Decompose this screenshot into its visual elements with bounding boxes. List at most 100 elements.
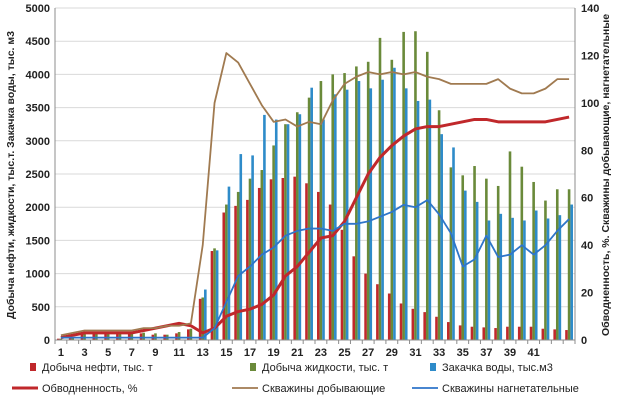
- x-tick-label: 13: [197, 347, 209, 359]
- series-line: [60, 52, 570, 337]
- y-tick-label-right: 20: [581, 288, 593, 300]
- bar: [461, 175, 465, 340]
- bar: [187, 329, 190, 340]
- bar: [529, 326, 533, 340]
- x-tick-label: 11: [173, 347, 185, 359]
- bar: [286, 124, 290, 340]
- bar: [248, 178, 252, 340]
- bar: [59, 338, 63, 340]
- x-tick-label: 5: [105, 347, 111, 359]
- bar: [506, 326, 509, 340]
- x-tick-label: 41: [528, 347, 540, 359]
- bar: [508, 151, 512, 340]
- bar: [532, 181, 535, 340]
- bar: [104, 332, 107, 340]
- x-tick-label: 23: [315, 347, 327, 359]
- bar: [435, 316, 438, 340]
- x-tick-label: 35: [457, 347, 469, 359]
- y-tick-label-left: 0: [44, 335, 50, 347]
- bar: [204, 289, 207, 340]
- bar: [116, 333, 119, 340]
- bar: [305, 183, 308, 340]
- bar: [154, 333, 157, 340]
- legend-label: Скважины нагнетательные: [442, 383, 579, 395]
- bar: [411, 308, 415, 340]
- y-tick-label-left: 2000: [26, 202, 50, 214]
- y-tick-label-right: 120: [581, 50, 599, 62]
- bar: [281, 177, 285, 340]
- bar: [227, 186, 231, 340]
- legend: Добыча нефти, тыс. т Добыча жидкости, тыс…: [12, 362, 579, 395]
- bar: [222, 212, 226, 340]
- bar: [239, 154, 243, 340]
- y-tick-label-left: 500: [32, 302, 50, 314]
- x-tick-label: 21: [291, 347, 303, 359]
- bar: [210, 251, 214, 340]
- bar: [364, 273, 367, 340]
- bar: [198, 298, 202, 340]
- bar: [295, 112, 299, 340]
- y-tick-label-right: 100: [581, 98, 599, 110]
- bar: [269, 179, 273, 340]
- series-line: [60, 115, 570, 340]
- axes: 0500100015002000250030003500400045005000…: [26, 3, 600, 359]
- bar: [293, 176, 296, 340]
- bar: [381, 79, 384, 340]
- lines: [60, 52, 570, 340]
- bar: [236, 191, 240, 340]
- y-tick-label-left: 3500: [26, 103, 50, 115]
- bar: [544, 200, 547, 340]
- bar: [452, 147, 455, 340]
- bar: [189, 328, 193, 340]
- bar: [263, 114, 266, 341]
- bar: [567, 189, 571, 340]
- bar: [523, 220, 526, 340]
- bar: [92, 332, 96, 340]
- bar: [487, 220, 491, 340]
- bar: [274, 119, 278, 340]
- bar: [331, 74, 335, 341]
- bar: [106, 332, 110, 340]
- x-tick-label: 17: [244, 347, 256, 359]
- y-tick-label-right: 80: [581, 145, 593, 157]
- bar: [414, 31, 417, 341]
- y-tick-label-left: 5000: [26, 3, 50, 15]
- bar: [343, 73, 346, 341]
- legend-label: Обводненность, %: [42, 383, 138, 395]
- bar: [534, 210, 538, 340]
- bar: [425, 51, 429, 340]
- bar: [234, 205, 237, 340]
- bar: [376, 284, 379, 340]
- bar: [390, 59, 394, 341]
- bar: [541, 328, 545, 340]
- x-tick-label: 31: [409, 347, 421, 359]
- bar: [475, 201, 479, 340]
- x-tick-label: 33: [433, 347, 445, 359]
- bar: [570, 204, 573, 340]
- bar: [307, 97, 311, 340]
- x-tick-label: 1: [58, 347, 64, 359]
- bar: [378, 37, 382, 340]
- bar: [352, 256, 356, 340]
- bar: [428, 99, 432, 340]
- bar: [284, 124, 287, 340]
- bar: [71, 337, 75, 340]
- bar: [80, 332, 84, 340]
- bar: [298, 114, 302, 341]
- bar: [404, 88, 408, 341]
- bar: [328, 204, 332, 340]
- bar: [565, 330, 568, 340]
- bar: [177, 332, 181, 340]
- x-tick-label: 27: [362, 347, 374, 359]
- gridlines: [55, 7, 575, 341]
- bar: [511, 217, 514, 340]
- y-tick-label-right: 0: [581, 335, 587, 347]
- bar: [246, 199, 249, 340]
- bar: [440, 134, 443, 340]
- y-tick-label-left: 1000: [26, 269, 50, 281]
- bar: [473, 166, 476, 340]
- y-tick-label-right: 60: [581, 193, 593, 205]
- bar: [517, 326, 521, 340]
- bar: [369, 88, 373, 341]
